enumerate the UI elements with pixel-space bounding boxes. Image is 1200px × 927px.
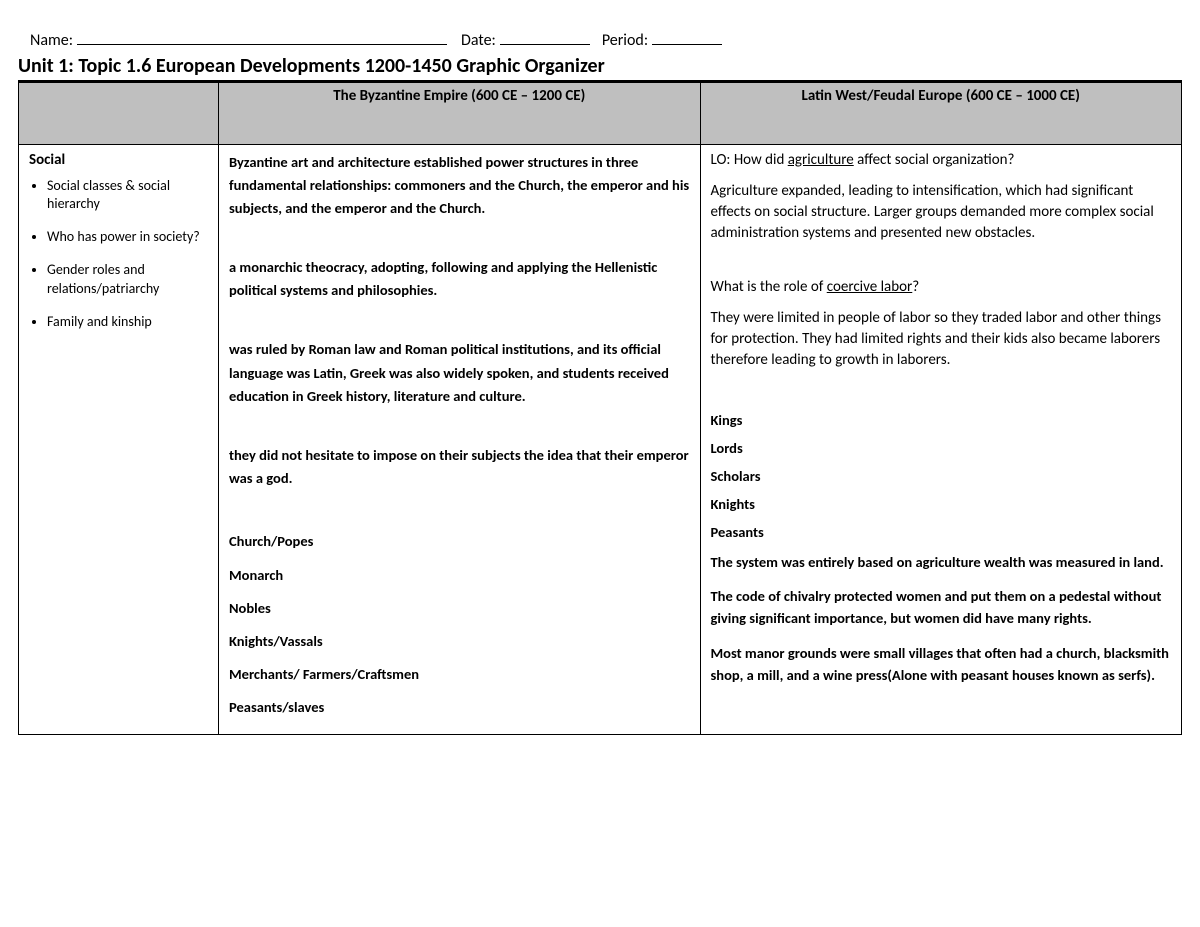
q1-underline: agriculture bbox=[788, 151, 854, 169]
latin-a1: Agriculture expanded, leading to intensi… bbox=[711, 181, 1172, 244]
page-title: Unit 1: Topic 1.6 European Developments … bbox=[18, 54, 1182, 82]
q2-pre: What is the role of bbox=[711, 278, 827, 296]
q2-underline: coercive labor bbox=[827, 278, 913, 296]
bullet-item: Social classes & social hierarchy bbox=[47, 177, 208, 215]
byz-p4: they did not hesitate to impose on their… bbox=[229, 444, 690, 490]
latin-hier-item: Lords bbox=[711, 439, 1172, 457]
table-header-row: The Byzantine Empire (600 CE – 1200 CE) … bbox=[19, 82, 1182, 144]
byz-hier-item: Church/Popes bbox=[229, 530, 690, 553]
period-label: Period: bbox=[602, 31, 648, 50]
row-social: Social Social classes & social hierarchy… bbox=[19, 144, 1182, 734]
byz-hier-item: Merchants/ Farmers/Craftsmen bbox=[229, 663, 690, 686]
col-header-byzantine: The Byzantine Empire (600 CE – 1200 CE) bbox=[219, 82, 701, 144]
latin-hier-item: Kings bbox=[711, 411, 1172, 429]
byz-p2: a monarchic theocracy, adopting, followi… bbox=[229, 256, 690, 302]
byz-p1: Byzantine art and architecture establish… bbox=[229, 151, 690, 221]
latin-q2: What is the role of coercive labor? bbox=[711, 278, 1172, 296]
byz-hier-item: Monarch bbox=[229, 564, 690, 587]
date-label: Date: bbox=[461, 31, 496, 50]
bullet-item: Gender roles and relations/patriarchy bbox=[47, 261, 208, 299]
period-blank[interactable] bbox=[652, 28, 722, 45]
date-blank[interactable] bbox=[500, 28, 590, 45]
byz-hier-item: Peasants/slaves bbox=[229, 696, 690, 719]
bullet-item: Family and kinship bbox=[47, 313, 208, 332]
social-label: Social bbox=[29, 151, 208, 169]
latin-hier-item: Scholars bbox=[711, 467, 1172, 485]
cell-social-byzantine: Byzantine art and architecture establish… bbox=[219, 144, 701, 734]
byz-hier-item: Knights/Vassals bbox=[229, 630, 690, 653]
latin-a2: They were limited in people of labor so … bbox=[711, 308, 1172, 371]
byz-hier-item: Nobles bbox=[229, 597, 690, 620]
organizer-table: The Byzantine Empire (600 CE – 1200 CE) … bbox=[18, 82, 1182, 735]
latin-manor: Most manor grounds were small villages t… bbox=[711, 642, 1172, 687]
name-label: Name: bbox=[30, 31, 73, 50]
latin-wealth: The system was entirely based on agricul… bbox=[711, 551, 1172, 573]
name-blank[interactable] bbox=[77, 28, 447, 45]
cell-social-category: Social Social classes & social hierarchy… bbox=[19, 144, 219, 734]
latin-q1: LO: How did agriculture affect social or… bbox=[711, 151, 1172, 169]
worksheet-header: Name: Date: Period: bbox=[18, 28, 1182, 50]
latin-hier-item: Knights bbox=[711, 495, 1172, 513]
col-header-latin: Latin West/Feudal Europe (600 CE – 1000 … bbox=[700, 82, 1182, 144]
social-bullets: Social classes & social hierarchy Who ha… bbox=[29, 177, 208, 332]
byz-p3: was ruled by Roman law and Roman politic… bbox=[229, 338, 690, 408]
cell-social-latin: LO: How did agriculture affect social or… bbox=[700, 144, 1182, 734]
latin-hier-item: Peasants bbox=[711, 523, 1172, 541]
bullet-item: Who has power in society? bbox=[47, 228, 208, 247]
latin-chivalry: The code of chivalry protected women and… bbox=[711, 585, 1172, 630]
q1-pre: LO: How did bbox=[711, 151, 788, 169]
q2-post: ? bbox=[912, 278, 919, 296]
col-header-blank bbox=[19, 82, 219, 144]
q1-post: affect social organization? bbox=[854, 151, 1015, 169]
